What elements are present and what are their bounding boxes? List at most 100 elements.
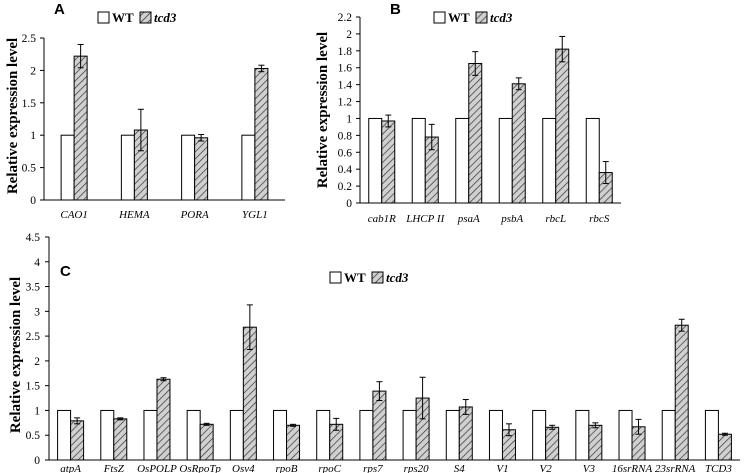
x-category-label: HEMA xyxy=(118,209,150,221)
y-tick-label: 0.5 xyxy=(22,163,37,175)
bar-wt xyxy=(575,409,590,461)
x-category-label: FtsZ xyxy=(103,463,125,473)
y-tick-label: 0 xyxy=(34,455,40,467)
legend-swatch-wt xyxy=(433,11,446,24)
bar-tcd3 xyxy=(372,390,387,461)
bar-wt xyxy=(57,409,72,461)
bar-tcd3 xyxy=(286,424,301,461)
bar-tcd3 xyxy=(555,48,570,204)
x-category-label: rbcS xyxy=(589,213,610,225)
bar-tcd3 xyxy=(545,426,560,461)
bar-wt xyxy=(316,409,331,461)
bar-wt xyxy=(368,117,383,204)
y-tick-label: 2.5 xyxy=(26,331,41,343)
bar-tcd3 xyxy=(717,433,732,461)
x-category-label: TCD3 xyxy=(705,463,732,473)
x-category-label: YGL1 xyxy=(242,209,268,221)
panel-b: 0 0.2 0.4 0.6 0.8 1 1.2 1.4 1.6 1.8 2 2.2 Relative e… xyxy=(315,1,621,225)
x-category-label: PORA xyxy=(180,209,209,221)
y-tick-label: 1.4 xyxy=(338,80,353,92)
bar-tcd3 xyxy=(511,83,526,204)
x-category-label: OsRpoTp xyxy=(179,463,221,473)
y-tick-label: 2 xyxy=(30,65,36,77)
x-category-label: V1 xyxy=(496,463,508,473)
bar-wt xyxy=(618,409,633,461)
y-tick-label: 2.2 xyxy=(338,12,353,24)
legend-label-tcd3: tcd3 xyxy=(154,10,177,25)
bar-wt xyxy=(181,134,196,201)
bar-tcd3 xyxy=(73,55,88,201)
y-axis-title: Relative expression level xyxy=(8,277,24,433)
bar-wt xyxy=(455,117,470,204)
x-category-label: cab1R xyxy=(368,213,396,225)
y-tick-label: 0.2 xyxy=(338,181,353,193)
bar-wt xyxy=(661,409,676,461)
bar-wt xyxy=(498,117,513,204)
x-category-label: atpA xyxy=(60,463,81,473)
legend-label-wt: WT xyxy=(344,270,366,285)
y-tick-label: 1.5 xyxy=(26,381,41,393)
x-category-label: V3 xyxy=(583,463,596,473)
bar-wt xyxy=(542,117,557,204)
bar-wt xyxy=(488,409,503,461)
bar-tcd3 xyxy=(254,67,269,201)
panel-letter: A xyxy=(54,1,65,18)
bar-wt xyxy=(402,409,417,461)
panel-c: 0 0.5 1 1.5 2 2.5 3 3.5 4 4.5 Relative expression … xyxy=(8,232,740,473)
x-category-label: LHCP II xyxy=(405,213,445,225)
y-tick-label: 0 xyxy=(346,198,352,210)
bar-wt xyxy=(120,134,135,201)
bar-tcd3 xyxy=(588,424,603,461)
legend-swatch-tcd3 xyxy=(371,271,384,284)
bar-wt xyxy=(532,409,547,461)
bar-wt xyxy=(445,409,460,461)
legend-label-tcd3: tcd3 xyxy=(490,10,513,25)
y-tick-label: 1 xyxy=(34,405,40,417)
x-category-label: rpoB xyxy=(276,463,298,473)
y-tick-label: 4 xyxy=(34,257,40,269)
x-category-label: Osv4 xyxy=(232,463,255,473)
x-category-label: rps20 xyxy=(404,463,430,473)
y-tick-label: 2 xyxy=(346,29,352,41)
y-tick-label: 0 xyxy=(30,195,36,207)
x-category-label: rbcL xyxy=(545,213,566,225)
bar-tcd3 xyxy=(113,418,128,461)
y-axis-title: Relative expression level xyxy=(315,32,331,188)
y-tick-label: 0.6 xyxy=(338,147,353,159)
legend-swatch-wt xyxy=(97,11,110,24)
bar-tcd3 xyxy=(468,63,483,204)
y-tick-label: 2.5 xyxy=(22,33,37,45)
y-tick-label: 1.6 xyxy=(338,63,353,75)
bar-wt xyxy=(359,409,374,461)
bar-wt xyxy=(241,134,256,201)
y-tick-label: 1 xyxy=(30,130,36,142)
legend-label-tcd3: tcd3 xyxy=(386,270,409,285)
x-category-label: psaA xyxy=(457,213,480,225)
y-tick-label: 1.8 xyxy=(338,46,353,58)
x-category-label: V2 xyxy=(540,463,553,473)
bar-wt xyxy=(229,409,244,461)
x-category-label: rpoC xyxy=(318,463,341,473)
y-tick-label: 3 xyxy=(34,306,40,318)
bar-tcd3 xyxy=(458,406,473,461)
bar-tcd3 xyxy=(199,423,214,461)
y-tick-label: 0.8 xyxy=(338,130,353,142)
legend-label-wt: WT xyxy=(112,10,134,25)
bar-tcd3 xyxy=(381,120,396,204)
y-tick-label: 0.4 xyxy=(338,164,353,176)
bar-wt xyxy=(704,409,719,461)
x-category-label: rps7 xyxy=(363,463,383,473)
y-tick-label: 0.5 xyxy=(26,430,41,442)
legend-label-wt: WT xyxy=(448,10,470,25)
bar-wt xyxy=(186,409,201,461)
x-category-label: S4 xyxy=(454,463,466,473)
legend-swatch-tcd3 xyxy=(139,11,152,24)
y-tick-label: 2 xyxy=(34,356,40,368)
legend-swatch-tcd3 xyxy=(475,11,488,24)
bar-tcd3 xyxy=(194,137,209,201)
y-tick-label: 1 xyxy=(346,113,352,125)
y-tick-label: 3.5 xyxy=(26,282,41,294)
bar-tcd3 xyxy=(674,324,689,461)
